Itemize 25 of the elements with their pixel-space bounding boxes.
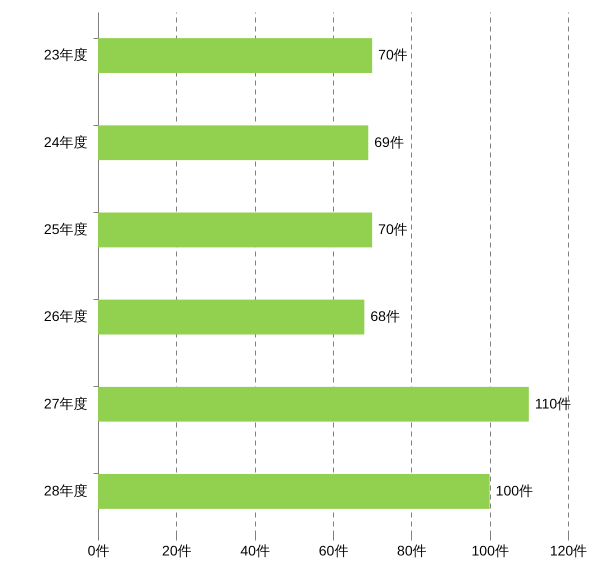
data-label: 69件 (374, 134, 404, 150)
data-label: 110件 (534, 395, 572, 412)
bar (98, 474, 490, 509)
bar (98, 38, 372, 74)
x-tick-label: 120件 (550, 542, 588, 558)
bar (98, 125, 368, 160)
y-tick-label: 26年度 (44, 308, 88, 324)
x-tick-label: 40件 (240, 542, 270, 558)
x-tick-label: 100件 (471, 542, 509, 558)
bar (98, 212, 372, 248)
data-label: 100件 (496, 482, 534, 498)
y-tick-label: 27年度 (44, 395, 88, 412)
y-tick-label: 23年度 (44, 46, 88, 63)
x-tick-label: 60件 (318, 542, 348, 558)
y-tick-label: 25年度 (44, 220, 88, 237)
data-label: 70件 (378, 46, 408, 63)
x-tick-label: 0件 (88, 542, 110, 558)
x-tick-label: 20件 (162, 542, 192, 558)
x-tick-label: 80件 (397, 542, 427, 558)
data-label: 70件 (378, 220, 408, 237)
bar (98, 300, 364, 335)
data-label: 68件 (370, 308, 400, 324)
y-tick-label: 28年度 (44, 482, 88, 498)
y-tick-label: 24年度 (44, 134, 88, 150)
bar (98, 386, 529, 422)
